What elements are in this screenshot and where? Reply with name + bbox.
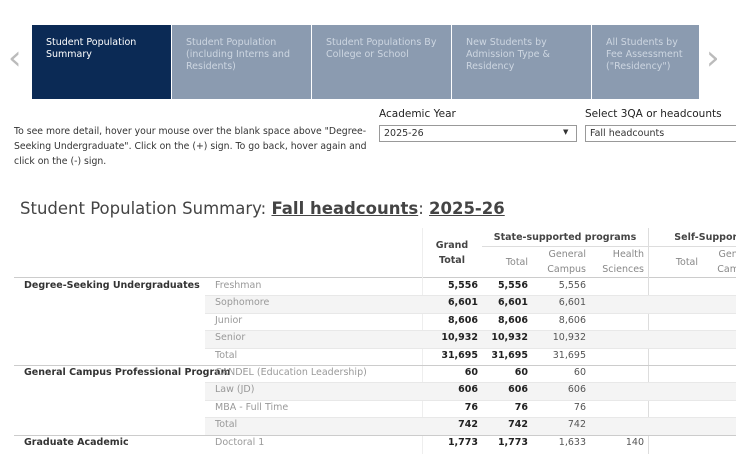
row-band xyxy=(205,417,736,435)
row-label: CANDEL (Education Leadership) xyxy=(215,367,367,378)
row-rule xyxy=(205,312,736,314)
cell: 76 xyxy=(514,401,528,413)
row-rule xyxy=(205,330,736,332)
cell: 31,695 xyxy=(441,349,478,361)
cell: 140 xyxy=(625,436,644,448)
cell: 8,606 xyxy=(558,314,586,326)
header-column: General Campus xyxy=(547,249,586,275)
cell: 742 xyxy=(508,419,528,431)
header-column: Total xyxy=(505,257,528,268)
header-column: Total xyxy=(675,257,698,268)
row-label: Freshman xyxy=(215,280,262,291)
cell: 606 xyxy=(508,384,528,396)
tab[interactable]: All Students by Fee Assessment ("Residen… xyxy=(592,25,700,99)
cell: 1,773 xyxy=(447,436,478,448)
tab[interactable]: Student Populations By College or School xyxy=(312,25,452,99)
header-rule xyxy=(482,246,736,247)
cell: 10,932 xyxy=(552,332,586,344)
cell: 60 xyxy=(464,367,478,378)
header-column: General Campus xyxy=(717,249,736,275)
row-label: Law (JD) xyxy=(215,384,255,396)
page-title: Student Population Summary: Fall headcou… xyxy=(20,199,505,218)
cell: 6,601 xyxy=(558,297,586,309)
row-group: Graduate Academic xyxy=(24,436,129,448)
row-label: Total xyxy=(215,419,238,431)
cell: 10,932 xyxy=(491,332,528,344)
row-rule xyxy=(205,382,736,384)
cell: 60 xyxy=(573,367,586,378)
row-label: Senior xyxy=(215,332,246,344)
row-band xyxy=(205,295,736,313)
header-grand-total: Grand Total xyxy=(435,240,469,266)
row-label: Sophomore xyxy=(215,297,270,309)
header-group: Self-Support xyxy=(674,232,736,243)
cell: 6,601 xyxy=(447,297,478,309)
dropdown-caret: ▼ xyxy=(563,128,569,136)
row-rule xyxy=(205,417,736,419)
row-rule xyxy=(205,399,736,401)
cell: 8,606 xyxy=(447,314,478,326)
dropdown[interactable]: Fall headcounts xyxy=(585,125,736,142)
row-band xyxy=(205,382,736,400)
cell: 31,695 xyxy=(491,349,528,361)
cell: 1,633 xyxy=(558,436,586,448)
title-year[interactable]: 2025-26 xyxy=(429,199,505,218)
row-label: Total xyxy=(215,349,238,361)
tab[interactable]: Student Population (including Interns an… xyxy=(172,25,312,99)
title-separator: : xyxy=(418,199,424,218)
cell: 606 xyxy=(458,384,478,396)
cell: 5,556 xyxy=(558,280,586,291)
row-rule xyxy=(205,295,736,297)
instructions: To see more detail, hover your mouse ove… xyxy=(14,126,367,167)
filter-label: Select 3QA or headcounts xyxy=(585,108,722,120)
dropdown[interactable]: 2025-26 xyxy=(379,125,577,142)
cell: 10,932 xyxy=(441,332,478,344)
cell: 606 xyxy=(567,384,586,396)
next-arrow[interactable]: › xyxy=(706,38,720,78)
title-measure[interactable]: Fall headcounts xyxy=(271,199,419,218)
row-rule xyxy=(205,347,736,349)
title-label: Student Population Summary: xyxy=(20,199,267,218)
row-label: MBA - Full Time xyxy=(215,401,289,413)
row-group: Degree-Seeking Undergraduates xyxy=(24,280,200,291)
row-group: General Campus Professional Program xyxy=(24,367,231,378)
filter-label: Academic Year xyxy=(379,108,456,120)
cell: 6,601 xyxy=(497,297,528,309)
row-band xyxy=(205,330,736,348)
group-rule xyxy=(14,434,736,436)
cell: 742 xyxy=(458,419,478,431)
cell: 8,606 xyxy=(497,314,528,326)
cell: 76 xyxy=(464,401,478,413)
header-column: Health Sciences xyxy=(602,249,644,275)
prev-arrow[interactable]: ‹ xyxy=(8,38,22,78)
cell: 31,695 xyxy=(552,349,586,361)
tab[interactable]: Student Population Summary xyxy=(32,25,172,99)
row-label: Junior xyxy=(215,314,243,326)
cell: 60 xyxy=(514,367,528,378)
cell: 5,556 xyxy=(497,280,528,291)
tab[interactable]: New Students by Admission Type & Residen… xyxy=(452,25,592,99)
header-group: State-supported programs xyxy=(493,232,637,243)
cell: 76 xyxy=(573,401,586,413)
row-label: Doctoral 1 xyxy=(215,436,265,448)
cell: 742 xyxy=(567,419,586,431)
group-rule xyxy=(14,365,736,366)
cell: 5,556 xyxy=(447,280,478,291)
header-rule xyxy=(14,277,736,278)
cell: 1,773 xyxy=(497,436,528,448)
